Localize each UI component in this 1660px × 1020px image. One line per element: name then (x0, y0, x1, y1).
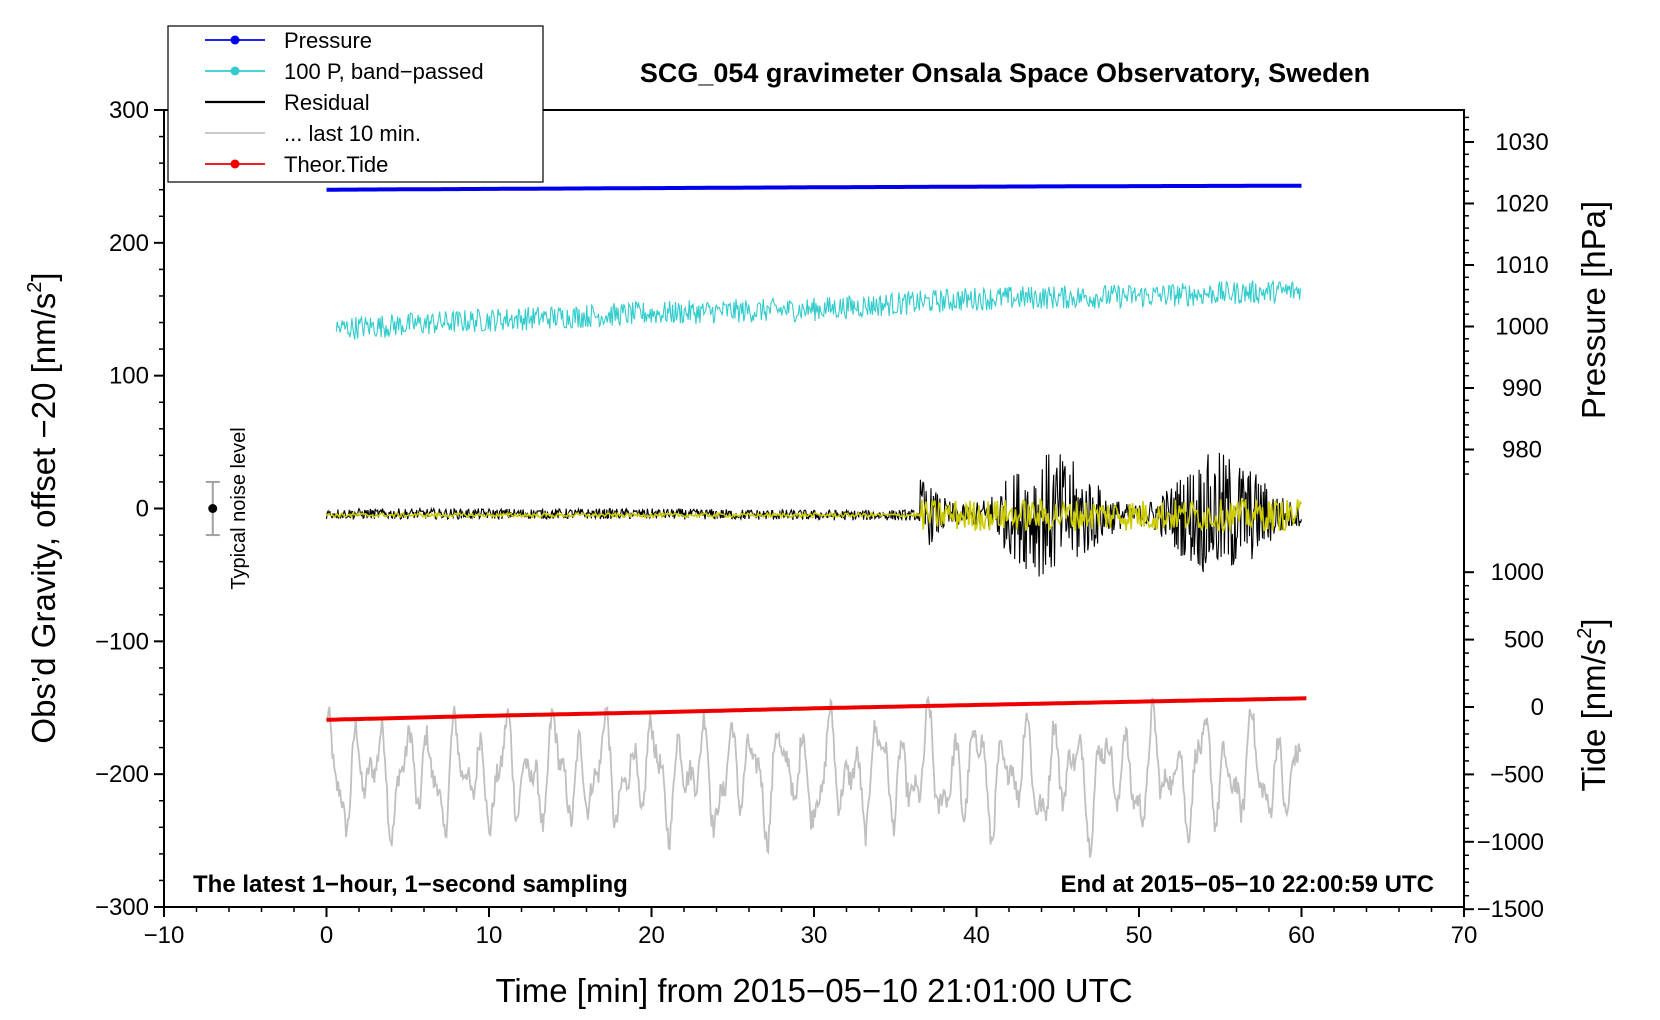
tide-tick-label: 0 (1531, 694, 1544, 721)
pressure-tick-label: 990 (1502, 375, 1542, 402)
x-tick-label: −10 (144, 922, 185, 949)
series-theor-tide (326, 696, 1307, 722)
annotation-sampling: The latest 1−hour, 1−second sampling (193, 871, 628, 898)
x-tick-label: 50 (1126, 922, 1153, 949)
y-left-tick-label: 200 (109, 230, 149, 257)
series-residual-smoothed (326, 497, 1303, 534)
pressure-tick-label: 980 (1502, 437, 1542, 464)
legend-marker (230, 159, 240, 169)
legend-marker (230, 66, 240, 76)
tide-tick-label: −500 (1490, 761, 1544, 788)
series-pressure (326, 183, 1302, 192)
x-tick-label: 70 (1451, 922, 1478, 949)
noise-bar-center (208, 504, 218, 513)
legend-label: Theor.Tide (284, 152, 388, 177)
legend-label: ... last 10 min. (284, 121, 421, 146)
x-tick-label: 20 (638, 922, 665, 949)
y-axis-title-pressure: Pressure [hPa] (1575, 201, 1612, 419)
tide-tick-label: −1000 (1477, 829, 1544, 856)
y-axis-title-tide: Tide [nm/s2] (1574, 618, 1612, 791)
x-axis-title: Time [min] from 2015−05−10 21:01:00 UTC (495, 972, 1132, 1009)
y-left-tick-label: 100 (109, 363, 149, 390)
pressure-tick-label: 1020 (1495, 191, 1548, 218)
y-left-tick-label: −100 (95, 628, 149, 655)
legend-label: Pressure (284, 28, 372, 53)
legend-label: 100 P, band−passed (284, 59, 484, 84)
x-tick-label: 40 (963, 922, 990, 949)
y-axis-title-left: Obs’d Gravity, offset −20 [nm/s2] (24, 272, 62, 743)
noise-bar-label: Typical noise level (228, 427, 250, 589)
x-tick-label: 60 (1288, 922, 1315, 949)
y-left-tick-label: −200 (95, 761, 149, 788)
tide-tick-label: 500 (1504, 627, 1544, 654)
pressure-tick-label: 1030 (1495, 129, 1548, 156)
chart-title: SCG_054 gravimeter Onsala Space Observat… (640, 58, 1370, 88)
x-tick-label: 30 (801, 922, 828, 949)
pressure-tick-label: 1000 (1495, 314, 1548, 341)
series-band-passed (335, 280, 1302, 340)
x-tick-label: 10 (476, 922, 503, 949)
annotation-end-time: End at 2015−05−10 22:00:59 UTC (1060, 871, 1434, 898)
legend-label: Residual (284, 90, 370, 115)
legend: Pressure 100 P, band−passed Residual ... la… (167, 25, 544, 183)
y-left-tick-label: 300 (109, 97, 149, 124)
y-left-tick-label: 0 (136, 496, 149, 523)
y-left-tick-label: −300 (95, 894, 149, 921)
tide-tick-label: −1500 (1477, 896, 1544, 923)
legend-box (167, 25, 544, 183)
tide-tick-label: 1000 (1491, 559, 1544, 586)
x-tick-label: 0 (320, 922, 333, 949)
legend-marker (230, 35, 240, 45)
series-last-10-min (325, 695, 1302, 858)
pressure-tick-label: 1010 (1495, 252, 1548, 279)
